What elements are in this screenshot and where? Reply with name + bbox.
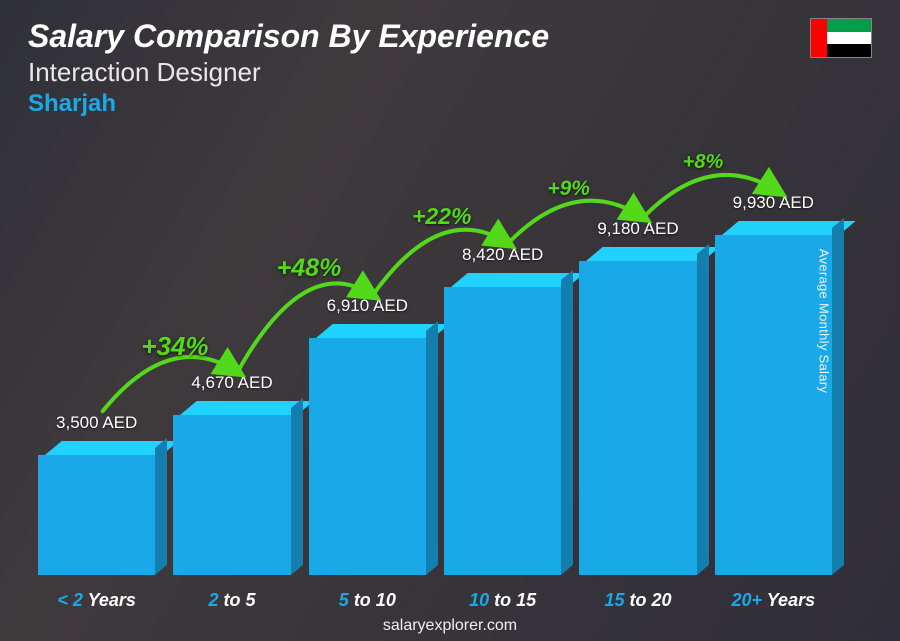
x-axis-label: < 2 Years — [38, 590, 155, 611]
bar — [715, 221, 832, 575]
x-axis-label: 15 to 20 — [579, 590, 696, 611]
bar-value-label: 9,930 AED — [733, 193, 814, 213]
x-axis: < 2 Years 2 to 5 5 to 10 10 to 15 15 to 20 20… — [38, 590, 832, 611]
bar-side-face — [291, 398, 303, 575]
footer-attribution: salaryexplorer.com — [0, 617, 900, 635]
x-label-unit: to 10 — [349, 590, 396, 610]
bar-column: 6,910 AED — [309, 296, 426, 575]
x-axis-label: 5 to 10 — [309, 590, 426, 611]
bar-side-face — [561, 270, 573, 575]
header: Salary Comparison By Experience Interact… — [28, 18, 872, 118]
growth-percent-label: +34% — [141, 331, 208, 362]
bar-front-face — [579, 261, 696, 575]
bar-column: 3,500 AED — [38, 413, 155, 575]
infographic-container: Salary Comparison By Experience Interact… — [0, 0, 900, 641]
flag-black-stripe — [827, 44, 871, 57]
x-label-unit: to 20 — [624, 590, 671, 610]
x-label-value: 10 — [469, 590, 489, 610]
uae-flag-icon — [810, 18, 872, 58]
x-axis-label: 10 to 15 — [444, 590, 561, 611]
x-label-unit: Years — [83, 590, 136, 610]
x-axis-label: 20+ Years — [715, 590, 832, 611]
bar-front-face — [38, 455, 155, 575]
growth-percent-label: +22% — [412, 203, 471, 230]
x-label-value: 5 — [339, 590, 349, 610]
bar-side-face — [155, 438, 167, 575]
y-axis-label: Average Monthly Salary — [816, 248, 831, 392]
bar — [579, 247, 696, 575]
location-label: Sharjah — [28, 90, 549, 118]
bar — [173, 401, 290, 575]
bar-column: 9,180 AED — [579, 219, 696, 575]
x-axis-label: 2 to 5 — [173, 590, 290, 611]
x-label-unit: Years — [762, 590, 815, 610]
page-subtitle: Interaction Designer — [28, 57, 549, 88]
bar-value-label: 9,180 AED — [597, 219, 678, 239]
bar — [38, 441, 155, 575]
bar — [444, 273, 561, 575]
growth-percent-label: +48% — [277, 254, 342, 283]
x-label-unit: to 15 — [489, 590, 536, 610]
bar-front-face — [715, 235, 832, 575]
title-block: Salary Comparison By Experience Interact… — [28, 18, 549, 118]
bar-value-label: 6,910 AED — [327, 296, 408, 316]
bar-side-face — [426, 321, 438, 575]
page-title: Salary Comparison By Experience — [28, 18, 549, 55]
bar-value-label: 4,670 AED — [191, 373, 272, 393]
bar-column: 4,670 AED — [173, 373, 290, 575]
bar-side-face — [697, 244, 709, 575]
growth-percent-label: +9% — [547, 177, 590, 201]
bar-column: 9,930 AED — [715, 193, 832, 575]
bar-front-face — [444, 287, 561, 575]
x-label-value: 2 — [208, 590, 218, 610]
x-label-unit: to 5 — [218, 590, 255, 610]
bar-column: 8,420 AED — [444, 245, 561, 575]
x-label-value: < 2 — [57, 590, 83, 610]
flag-white-stripe — [827, 32, 871, 45]
bar-value-label: 8,420 AED — [462, 245, 543, 265]
bar — [309, 324, 426, 575]
flag-red-stripe — [811, 19, 827, 57]
bar-side-face — [832, 218, 844, 575]
bar-front-face — [309, 338, 426, 575]
x-label-value: 15 — [604, 590, 624, 610]
bar-front-face — [173, 415, 290, 575]
flag-green-stripe — [827, 19, 871, 32]
bar-value-label: 3,500 AED — [56, 413, 137, 433]
x-label-value: 20+ — [732, 590, 763, 610]
growth-percent-label: +8% — [683, 151, 724, 174]
bar-chart: 3,500 AED 4,670 AED 6,910 AED 8,420 AED 9,18… — [28, 126, 872, 631]
